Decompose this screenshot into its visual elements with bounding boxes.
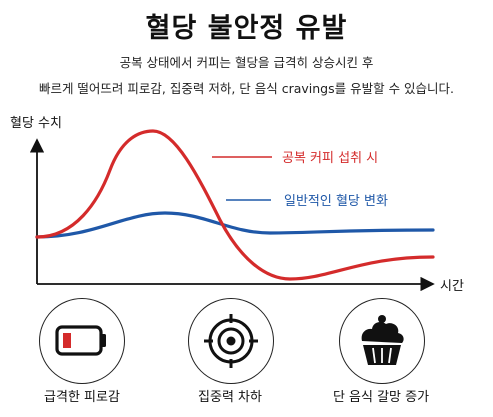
subtitle-line-1: 공복 상태에서 커피는 혈당을 급격히 상승시킨 후 (119, 55, 374, 70)
caption-craving: 단 음식 갈망 증가 (332, 390, 430, 405)
focus-circle (188, 298, 274, 384)
subtitle-line-2: 빠르게 떨어뜨려 피로감, 집중력 저하, 단 음식 cravings를 유발할… (38, 81, 455, 96)
low-battery-icon (55, 325, 106, 356)
caption-fatigue: 급격한 피로감 (44, 390, 120, 405)
cupcake-icon (361, 315, 404, 365)
caption-focus: 집중력 차하 (198, 390, 262, 405)
target-icon (204, 314, 258, 368)
legend-label-red: 공복 커피 섭취 시 (282, 151, 378, 166)
normal-glucose-line (35, 211, 435, 239)
legend-label-blue: 일반적인 혈당 변화 (284, 194, 388, 209)
y-axis-label: 혈당 수치 (10, 116, 62, 131)
fatigue-circle (39, 298, 125, 384)
blood-sugar-chart: 혈당 수치 시간 공복 커피 섭취 시 일반적인 혈당 변화 (10, 116, 464, 294)
craving-circle (339, 298, 425, 384)
fasting-coffee-line (35, 129, 435, 281)
page-title: 혈당 불안정 유발 (145, 13, 348, 44)
x-axis-label: 시간 (440, 279, 464, 294)
